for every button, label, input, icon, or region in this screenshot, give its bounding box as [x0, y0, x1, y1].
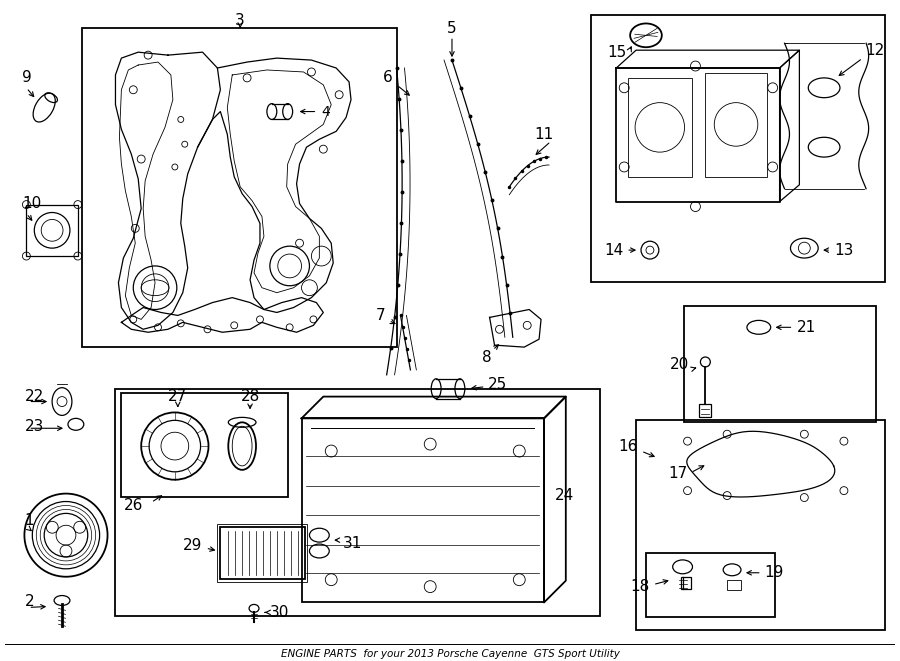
Text: 3: 3 [235, 13, 245, 28]
Text: 27: 27 [168, 389, 187, 404]
Bar [590, 15, 886, 282]
Text: 6: 6 [382, 70, 392, 85]
Text: 5: 5 [447, 21, 457, 36]
Text: 1: 1 [24, 513, 34, 528]
Text: 4: 4 [321, 104, 330, 118]
Text: 8: 8 [482, 350, 491, 364]
Text: 2: 2 [24, 594, 34, 609]
Text: 26: 26 [123, 498, 143, 513]
Text: 20: 20 [670, 358, 689, 372]
Text: 30: 30 [270, 605, 289, 620]
Text: 25: 25 [488, 377, 507, 392]
Bar [82, 28, 397, 347]
Bar [636, 420, 886, 630]
Bar [646, 553, 775, 617]
Bar [302, 418, 544, 602]
Text: 29: 29 [184, 537, 202, 553]
Text: 24: 24 [555, 488, 574, 503]
Text: 16: 16 [618, 439, 638, 453]
Text: 15: 15 [607, 45, 626, 59]
Text: 10: 10 [22, 196, 41, 211]
Bar [706, 73, 767, 177]
Text: 17: 17 [669, 466, 688, 481]
Text: 19: 19 [765, 565, 784, 580]
Bar [220, 527, 304, 579]
Bar [628, 78, 692, 177]
Bar [727, 580, 741, 590]
Text: 14: 14 [604, 243, 623, 258]
Bar [122, 393, 288, 496]
Text: 31: 31 [343, 535, 363, 551]
Text: 22: 22 [24, 389, 44, 404]
Text: 11: 11 [535, 127, 554, 142]
Bar [218, 524, 308, 582]
Bar [684, 305, 876, 422]
Text: 21: 21 [796, 320, 815, 335]
Text: 9: 9 [22, 70, 32, 85]
Text: 18: 18 [631, 579, 650, 594]
Text: 7: 7 [376, 308, 386, 323]
Bar [26, 205, 78, 256]
Text: 28: 28 [240, 389, 260, 404]
Text: 23: 23 [24, 419, 44, 434]
Text: 13: 13 [834, 243, 853, 258]
Text: ENGINE PARTS  for your 2013 Porsche Cayenne  GTS Sport Utility: ENGINE PARTS for your 2013 Porsche Cayen… [281, 649, 619, 659]
Bar [115, 389, 600, 616]
Text: 12: 12 [866, 43, 885, 58]
Bar [699, 403, 711, 417]
Bar [680, 577, 690, 588]
